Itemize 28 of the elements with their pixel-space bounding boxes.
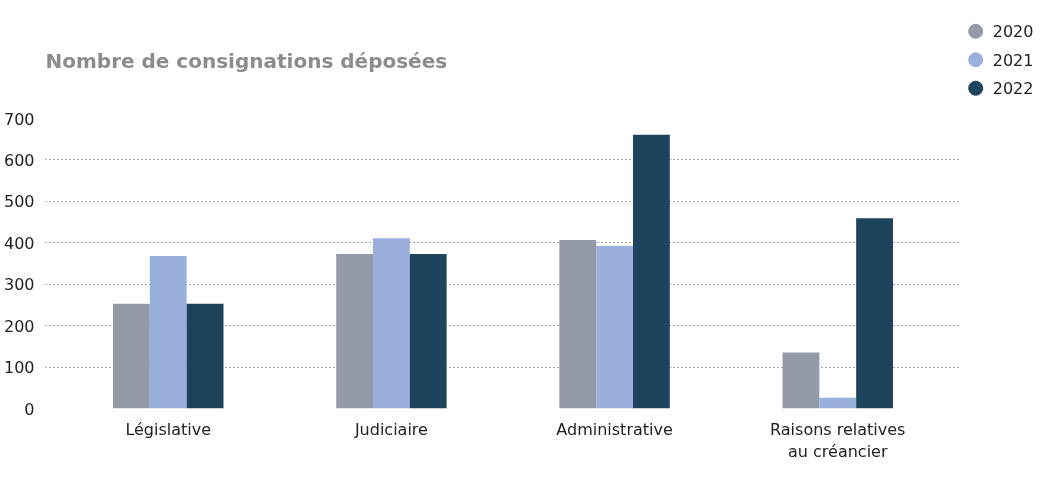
bar <box>186 303 224 409</box>
bar <box>819 397 857 409</box>
bar <box>373 238 410 409</box>
legend-label: 2021 <box>992 50 1034 70</box>
y-tick-label: 500 <box>3 192 35 212</box>
bar <box>336 253 373 409</box>
x-tick-label: Législative <box>125 419 212 439</box>
y-tick-label: 300 <box>3 275 35 295</box>
x-tick-label: Raisons relatives au créancier <box>770 419 906 462</box>
y-tick-label: 400 <box>3 233 35 253</box>
y-tick-label: 200 <box>3 316 35 336</box>
bar <box>856 218 893 409</box>
chart-title: Nombre de consignations déposées <box>45 48 448 73</box>
bar <box>113 303 150 409</box>
legend-label: 2020 <box>992 22 1034 42</box>
bar <box>782 352 820 409</box>
bar <box>559 239 597 409</box>
y-tick-label: 600 <box>3 150 35 170</box>
bar <box>633 134 670 409</box>
x-tick-label: Judiciaire <box>353 419 428 439</box>
bar <box>149 256 187 409</box>
y-tick-label: 100 <box>3 358 35 378</box>
y-tick-label: 0 <box>24 399 35 419</box>
y-tick-label: 700 <box>3 109 35 129</box>
x-tick-label: Administrative <box>556 419 673 439</box>
bar <box>596 246 633 409</box>
bar <box>409 253 447 409</box>
legend-label: 2022 <box>992 79 1034 99</box>
